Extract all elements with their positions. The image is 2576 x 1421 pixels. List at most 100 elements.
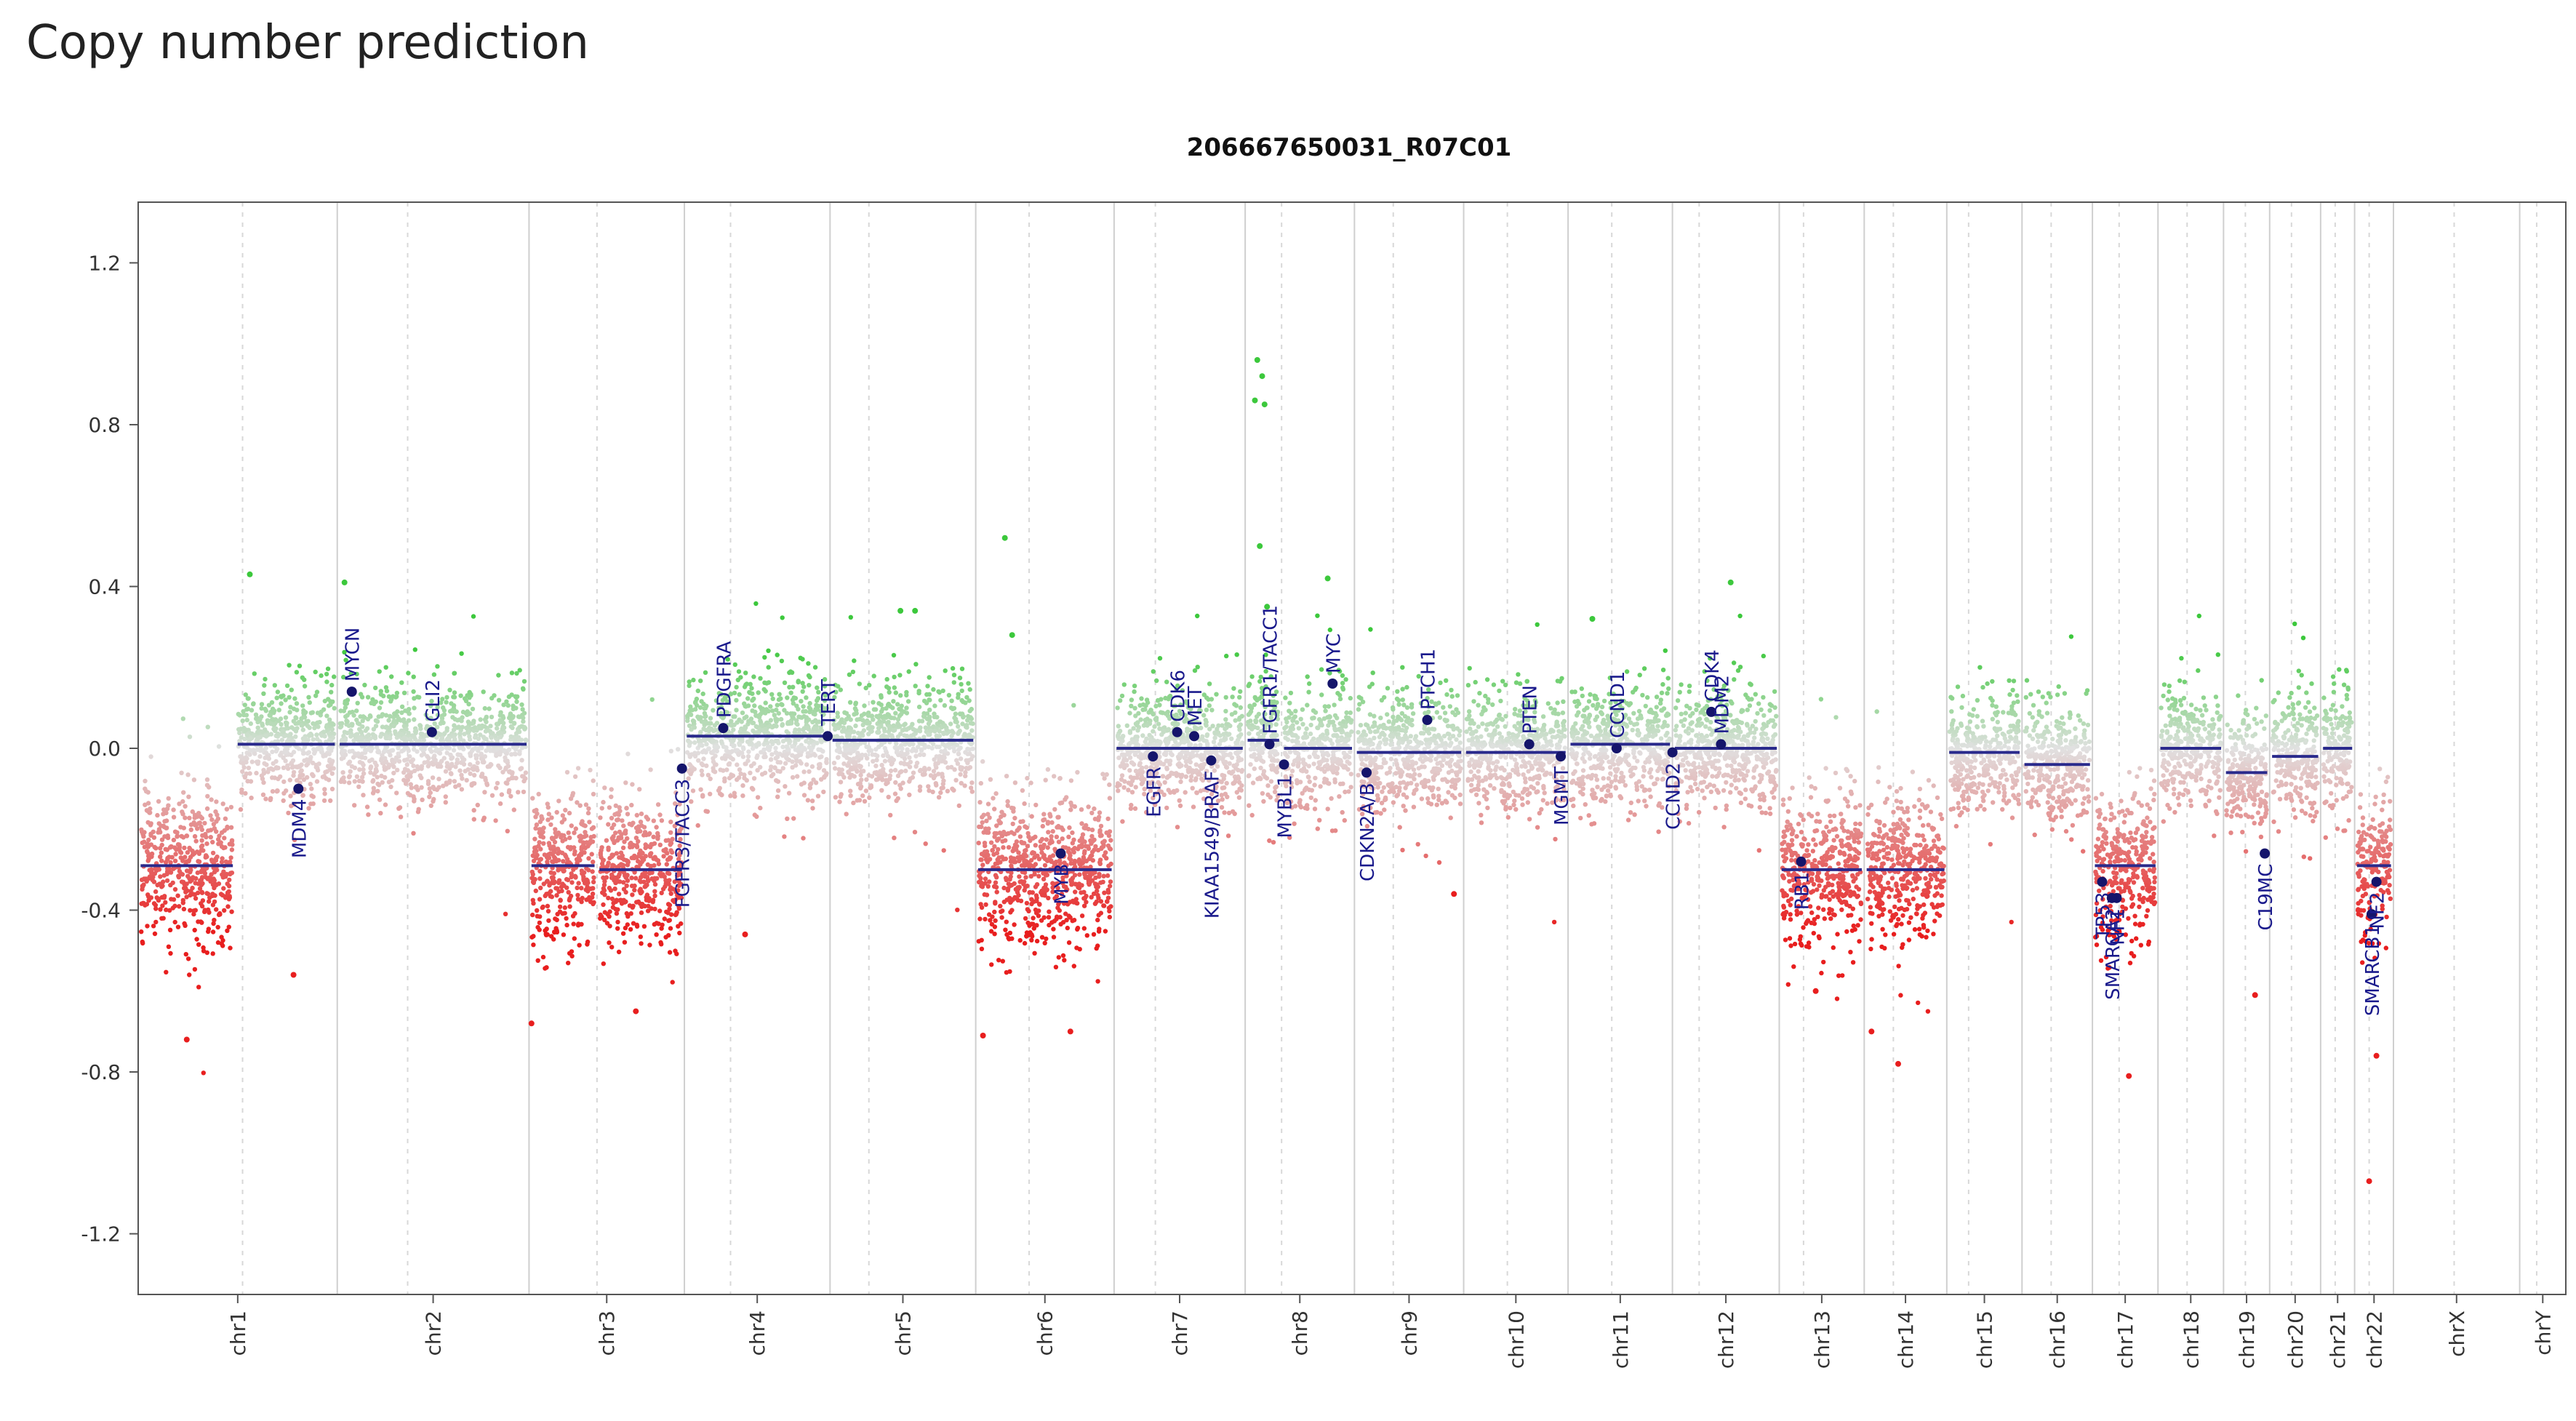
probe-point — [631, 855, 637, 861]
probe-point — [667, 871, 672, 876]
probe-point — [646, 903, 651, 909]
probe-point — [225, 825, 230, 831]
probe-point — [255, 747, 260, 753]
probe-point — [152, 871, 158, 876]
probe-point — [575, 892, 580, 898]
probe-point — [1001, 885, 1007, 891]
probe-point — [284, 683, 290, 689]
probe-point — [900, 746, 905, 751]
probe-point — [782, 680, 788, 685]
probe-point — [609, 815, 615, 821]
probe-point — [467, 695, 472, 700]
probe-point — [639, 941, 644, 946]
probe-point — [301, 777, 307, 782]
probe-point — [632, 887, 637, 893]
probe-point — [577, 942, 582, 948]
probe-point — [606, 860, 611, 865]
probe-point — [552, 929, 557, 935]
probe-point — [817, 761, 823, 767]
probe-point — [742, 775, 747, 781]
probe-point — [479, 745, 484, 750]
probe-point — [994, 850, 1000, 856]
probe-point — [591, 860, 596, 865]
probe-point — [1036, 908, 1041, 913]
probe-point — [249, 708, 255, 713]
probe-point — [181, 825, 186, 830]
probe-point — [169, 844, 175, 849]
probe-point — [1102, 838, 1107, 844]
probe-point — [1101, 842, 1106, 848]
probe-point — [932, 714, 937, 719]
probe-point — [644, 897, 649, 902]
probe-point — [1017, 834, 1023, 839]
probe-point — [986, 912, 992, 917]
probe-point — [437, 750, 443, 756]
probe-point — [599, 806, 604, 811]
probe-point — [535, 958, 540, 964]
probe-point — [220, 943, 225, 948]
probe-point — [579, 886, 584, 891]
probe-point — [751, 746, 756, 751]
probe-point — [886, 701, 892, 707]
probe-point — [1056, 955, 1062, 960]
probe-point — [932, 773, 938, 778]
probe-point — [199, 838, 204, 843]
probe-point — [383, 774, 388, 780]
probe-point — [559, 820, 564, 825]
probe-point — [601, 888, 607, 893]
probe-point — [782, 708, 787, 713]
probe-point — [142, 844, 148, 849]
probe-point — [615, 919, 620, 925]
probe-point — [985, 860, 991, 865]
probe-point — [1033, 862, 1039, 867]
probe-point — [471, 817, 476, 822]
probe-point — [148, 806, 153, 812]
probe-point — [383, 802, 388, 807]
probe-point — [452, 695, 457, 700]
probe-point — [564, 885, 569, 890]
probe-point — [244, 713, 249, 718]
probe-point — [1029, 814, 1034, 819]
probe-point — [1139, 696, 1144, 701]
probe-point — [294, 701, 300, 706]
probe-point — [564, 854, 569, 860]
probe-point — [749, 686, 754, 691]
probe-point — [168, 950, 173, 956]
probe-point — [356, 721, 361, 726]
probe-point — [482, 705, 487, 711]
probe-point — [383, 760, 388, 765]
probe-point — [823, 772, 829, 777]
probe-point — [953, 711, 959, 716]
probe-point — [481, 689, 486, 695]
probe-point — [620, 818, 625, 823]
probe-point — [1023, 916, 1028, 921]
probe-point — [1081, 851, 1087, 856]
probe-point — [1022, 801, 1027, 806]
probe-point — [967, 708, 972, 713]
probe-point — [959, 688, 964, 694]
probe-point — [923, 725, 929, 730]
probe-point — [447, 780, 452, 785]
probe-point — [923, 841, 928, 846]
probe-point — [439, 735, 445, 740]
probe-point — [552, 858, 557, 864]
probe-point — [364, 804, 370, 809]
probe-point — [817, 755, 823, 760]
probe-point — [982, 841, 988, 846]
probe-point — [520, 686, 526, 691]
probe-point — [271, 726, 276, 732]
probe-point — [292, 696, 297, 701]
probe-point — [302, 684, 308, 689]
probe-point — [886, 686, 892, 691]
probe-point — [662, 916, 667, 921]
probe-point — [204, 841, 209, 846]
probe-point — [791, 701, 796, 706]
probe-point — [855, 755, 860, 760]
probe-point — [795, 774, 800, 779]
probe-point — [450, 715, 455, 720]
probe-point — [411, 674, 416, 679]
probe-point — [837, 799, 842, 804]
probe-point — [180, 809, 185, 814]
probe-point — [992, 924, 998, 929]
probe-point — [244, 771, 249, 777]
